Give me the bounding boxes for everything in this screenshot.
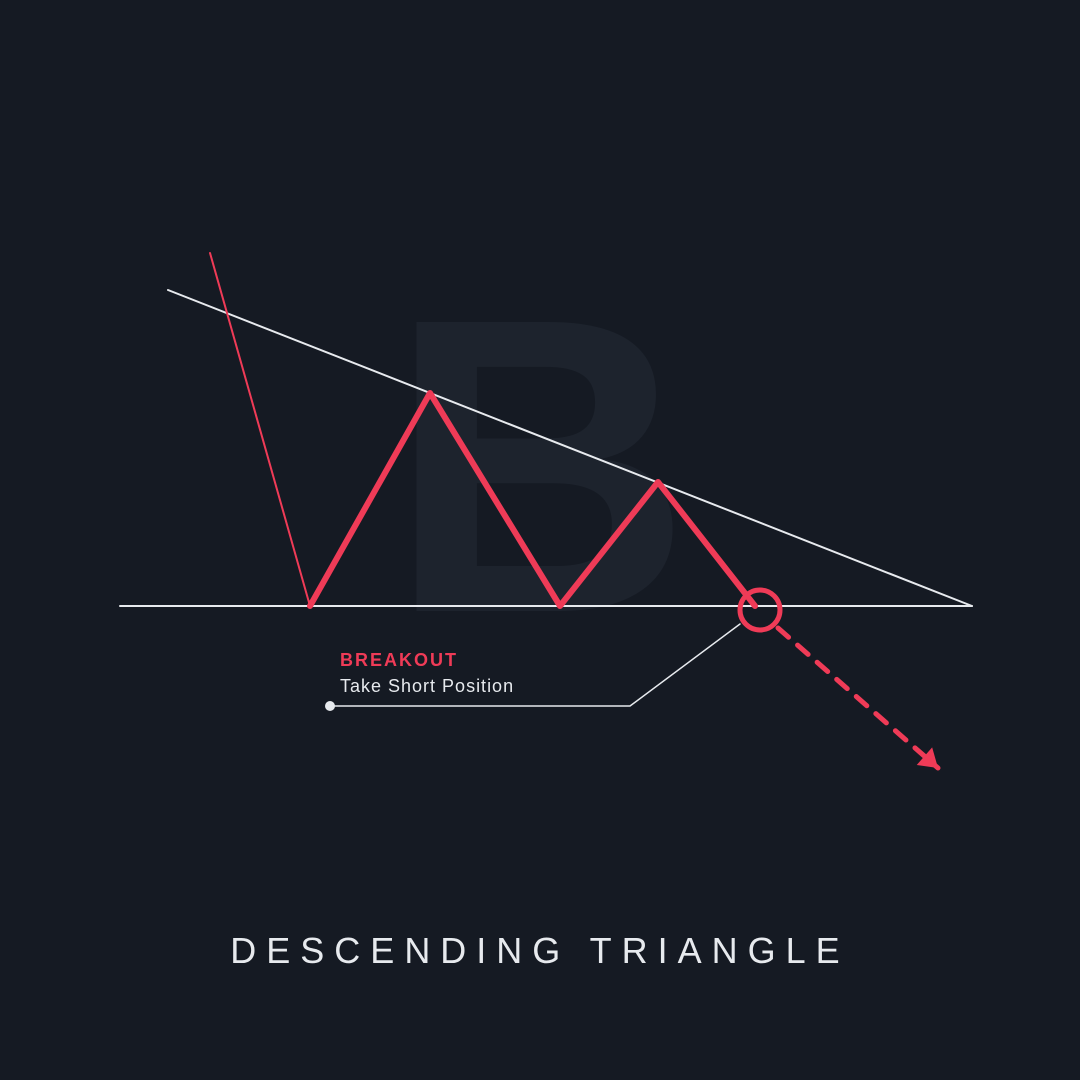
stage: B BREAKOUT Take Short Position DESCENDIN… [0,0,1080,1080]
price-lead-in [210,253,310,606]
breakout-circle [740,590,780,630]
callout-subtext: Take Short Position [340,676,514,697]
watermark-logo: B [388,232,691,701]
breakout-dashed-line [778,628,938,768]
callout-heading: BREAKOUT [340,650,458,671]
diagram-svg: B [0,0,1080,1080]
pattern-title: DESCENDING TRIANGLE [0,930,1080,972]
